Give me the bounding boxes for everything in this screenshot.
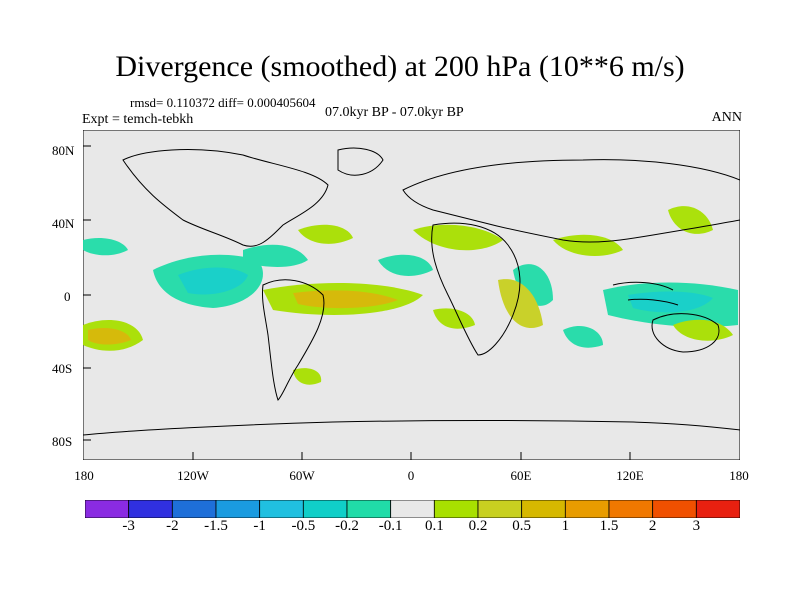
divergence-fields [83, 206, 738, 385]
lon-tick-60w: 60W [289, 468, 315, 483]
colorbar-swatch [128, 500, 173, 518]
field-pos-east-africa [498, 279, 543, 328]
divergence-map [83, 130, 740, 460]
field-neg-caribbean [243, 244, 308, 267]
coast-greenland [337, 147, 384, 176]
field-pos-indian-ocean [553, 234, 623, 256]
colorbar-label: 3 [692, 518, 701, 534]
season-label: ANN [711, 110, 742, 125]
colorbar-label: -0.5 [291, 518, 316, 534]
coast-africa [431, 222, 521, 356]
lon-tick-180w: 180 [74, 468, 94, 483]
field-pos-africa [413, 224, 503, 251]
colorbar-label: 0.2 [468, 518, 488, 534]
axis-ticks [83, 145, 631, 460]
colorbar-swatch [433, 500, 479, 518]
field-pos-south-america-core [293, 290, 398, 309]
colorbar-label: 1 [561, 518, 570, 534]
field-pos-south-atlantic [293, 368, 322, 385]
lon-tick-180e: 180 [729, 468, 749, 483]
colorbar-label: -1 [253, 518, 266, 534]
field-pos-south-pacific-core [88, 328, 131, 345]
stats-text: rmsd= 0.110372 diff= 0.000405604 [130, 95, 316, 110]
colorbar-swatch [695, 500, 740, 518]
colorbar-label: 1.5 [599, 518, 619, 534]
coast-europe-asia [402, 159, 740, 243]
colorbar-swatch [215, 500, 261, 518]
colorbar-label: 0.1 [424, 518, 444, 534]
field-neg-south-indian [563, 325, 603, 348]
lon-tick-120e: 120E [616, 468, 644, 483]
colorbar-label: -1.5 [204, 518, 228, 534]
colorbar-label: 0.5 [512, 518, 532, 534]
colorbar [85, 500, 740, 518]
lat-tick-80s: 80S [52, 434, 73, 449]
colorbar-swatch [652, 500, 697, 518]
field-neg-atlantic [378, 254, 433, 276]
coast-south-america [262, 279, 325, 401]
colorbar-swatch [346, 500, 392, 518]
colorbar-swatch [477, 500, 523, 518]
colorbar-swatch [302, 500, 348, 518]
colorbar-label: -0.2 [335, 518, 359, 534]
colorbar-swatch [564, 500, 610, 518]
coastlines [83, 147, 740, 436]
lat-tick-40s: 40S [52, 361, 73, 376]
colorbar-label: -0.1 [378, 518, 403, 534]
colorbar-label: -2 [166, 518, 179, 534]
colorbar-label: 2 [648, 518, 657, 534]
experiment-label: Expt = temch-tebkh [82, 112, 194, 127]
lat-tick-0: 0 [64, 289, 71, 304]
coast-australia [651, 313, 720, 353]
field-neg-north-pacific [83, 238, 128, 256]
lon-tick-0: 0 [407, 468, 415, 483]
lat-tick-40n: 40N [52, 216, 75, 231]
coast-indonesia [612, 281, 679, 306]
coast-antarctica [83, 420, 740, 436]
coast-north-america [122, 149, 329, 247]
colorbar-swatch [390, 500, 435, 518]
field-neg-pacific-core [178, 267, 248, 295]
lon-tick-60e: 60E [510, 468, 532, 483]
colorbar-swatch [521, 500, 566, 518]
colorbar-swatch [171, 500, 217, 518]
period-label: 07.0kyr BP - 07.0kyr BP [325, 105, 464, 120]
plot-title: Divergence (smoothed) at 200 hPa (10**6 … [115, 50, 685, 83]
lon-tick-120w: 120W [177, 468, 209, 483]
field-pos-southern-indian [433, 308, 475, 329]
field-pos-north-atlantic [298, 224, 353, 244]
colorbar-swatch [85, 500, 130, 518]
lat-tick-80n: 80N [52, 143, 75, 158]
colorbar-label: -3 [122, 518, 135, 534]
field-neg-warm-pool-core [628, 291, 713, 313]
colorbar-swatch [259, 500, 304, 518]
colorbar-swatch [608, 500, 654, 518]
